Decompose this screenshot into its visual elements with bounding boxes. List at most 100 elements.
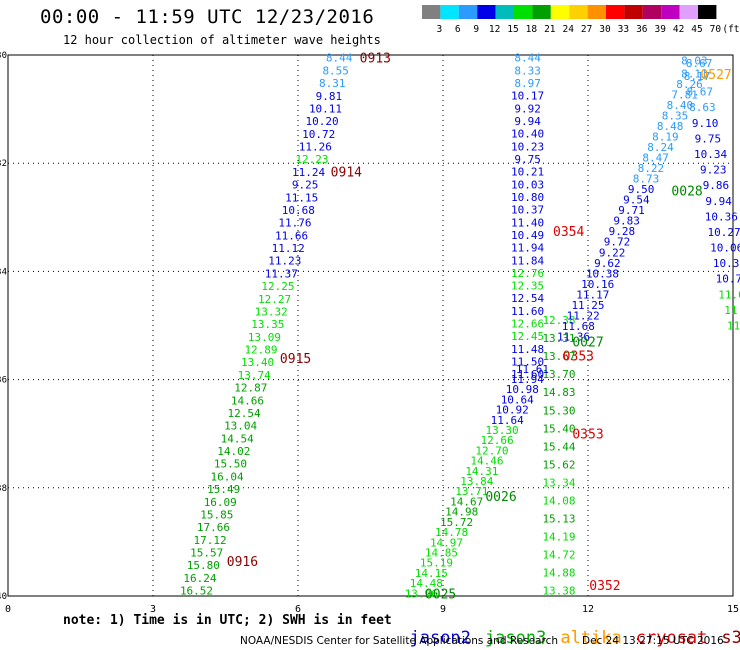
swh-value-label: 10.34: [694, 148, 727, 161]
colorbar-label: 9: [473, 24, 479, 35]
swh-value-label: 9.83: [613, 215, 640, 228]
swh-value-label: 11.48: [511, 343, 544, 356]
swh-value-label: 11.2: [724, 304, 740, 317]
colorbar-swatch: [550, 5, 570, 19]
pass-time-label: 0352: [589, 579, 620, 594]
swh-value-label: 8.67: [686, 57, 713, 70]
pass-time-label: 0028: [671, 184, 702, 199]
swh-value-label: 9.71: [618, 204, 645, 217]
swh-value-label: 11.60: [511, 368, 544, 381]
swh-value-label: 10.80: [511, 191, 544, 204]
swh-value-label: 11.66: [275, 229, 308, 242]
swh-value-label: 8.63: [689, 101, 716, 114]
swh-value-label: 11.36: [557, 330, 590, 343]
swh-value-label: 10.11: [309, 102, 342, 115]
swh-value-label: 10.64: [501, 393, 534, 406]
satellite-legend: jason2 jason3 altika cryosat s3a: [389, 608, 740, 648]
swh-value-label: 15.80: [187, 559, 220, 572]
swh-value-label: 10.20: [306, 115, 339, 128]
swh-value-label: 8.26: [676, 78, 703, 91]
swh-value-label: 14.15: [415, 567, 448, 580]
pass-time-label: 0916: [227, 555, 258, 570]
colorbar-swatch: [569, 5, 588, 19]
pass-time-label: 0913: [360, 52, 391, 67]
swh-value-label: 13.34: [542, 476, 575, 489]
sat-s3a: s3a: [721, 628, 740, 648]
swh-value-label: 11.40: [511, 216, 544, 229]
colorbar-swatch: [458, 5, 478, 19]
swh-value-label: 15.40: [542, 422, 575, 435]
swh-value-label: 8.35: [662, 110, 689, 123]
swh-value-label: 11.26: [299, 141, 332, 154]
colorbar-label: 30: [599, 24, 611, 35]
swh-value-label: 13.38: [542, 585, 575, 598]
swh-value-label: 13.84: [460, 475, 493, 488]
swh-value-label: 10.40: [511, 128, 544, 141]
swh-value-label: 15.62: [542, 458, 575, 471]
swh-value-label: 12.76: [511, 267, 544, 280]
swh-value-label: 16.24: [183, 572, 216, 585]
swh-value-label: 15.13: [542, 512, 575, 525]
colorbar-label: 24: [562, 24, 574, 35]
swh-value-label: 10.49: [511, 229, 544, 242]
swh-value-label: 8.11: [681, 68, 708, 81]
swh-value-label: 15.72: [440, 516, 473, 529]
swh-value-label: 10.21: [511, 166, 544, 179]
swh-value-label: 15.57: [190, 547, 223, 560]
swh-value-label: 12.66: [480, 434, 513, 447]
swh-value-label: 14.54: [221, 432, 254, 445]
credit-text: NOAA/NESDIS Center for Satellite Applica…: [240, 635, 558, 647]
colorbar-label: 42: [673, 24, 684, 35]
colorbar-swatch: [440, 5, 459, 19]
swh-value-label: 12.38: [542, 314, 575, 327]
swh-value-label: 14.85: [425, 546, 458, 559]
swh-value-label: 15.50: [214, 458, 247, 471]
swh-value-label: 14.48: [410, 577, 443, 590]
swh-value-label: 8.73: [633, 173, 660, 186]
swh-value-label: 12.54: [511, 292, 544, 305]
colorbar-swatch: [661, 5, 680, 19]
colorbar-label: 33: [618, 24, 629, 35]
swh-value-label: 11.22: [567, 309, 600, 322]
swh-value-label: 14.83: [542, 386, 575, 399]
swh-value-label: 11.84: [511, 254, 544, 267]
swh-value-label: 10.17: [511, 90, 544, 103]
pass-time-label: 0914: [331, 165, 362, 180]
swh-value-label: 11.23: [268, 255, 301, 268]
swh-value-label: 8.47: [642, 152, 669, 165]
swh-value-label: 14.78: [435, 526, 468, 539]
sat-altika: altika: [560, 628, 622, 648]
x-tick-label: 3: [150, 604, 156, 615]
swh-value-label: 12.66: [511, 318, 544, 331]
colorbar-label: 39: [654, 24, 666, 35]
swh-value-label: 10.38: [586, 267, 619, 280]
swh-value-label: 8.24: [647, 141, 674, 154]
swh-value-label: 11.61: [516, 363, 549, 376]
swh-value-label: 15.30: [542, 404, 575, 417]
swh-value-label: 14.67: [450, 495, 483, 508]
swh-value-label: 10.74: [716, 273, 740, 286]
swh-value-label: 11.50: [511, 356, 544, 369]
swh-value-label: 8.44: [326, 52, 353, 65]
swh-value-label: 9.81: [316, 90, 343, 103]
colorbar-swatch: [532, 5, 551, 19]
y-tick-label: -32: [0, 159, 7, 169]
swh-value-label: 9.28: [609, 225, 636, 238]
swh-value-label: 11.15: [285, 191, 318, 204]
swh-value-label: 16.09: [204, 496, 237, 509]
swh-value-label: 8.17: [684, 70, 711, 83]
swh-value-label: 8.31: [319, 77, 346, 90]
swh-value-label: 9.86: [703, 179, 730, 192]
colorbar-label: 21: [544, 24, 556, 35]
swh-value-label: 14.08: [542, 494, 575, 507]
swh-value-label: 14.98: [445, 506, 478, 519]
swh-value-label: 11.4: [727, 320, 740, 333]
swh-value-label: 13.31: [542, 332, 575, 345]
sat-jason3: jason3: [484, 628, 547, 648]
colorbar-label: 27: [581, 24, 592, 35]
swh-value-label: 9.72: [604, 236, 631, 249]
swh-value-label: 10.03: [511, 178, 544, 191]
swh-value-label: 8.55: [322, 64, 349, 77]
swh-value-label: 14.46: [470, 455, 503, 468]
